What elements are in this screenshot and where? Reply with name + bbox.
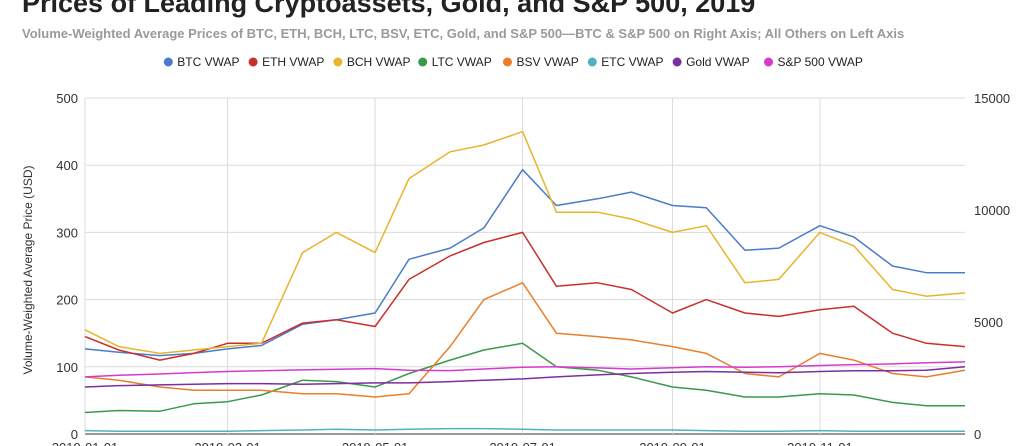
chart-title: Prices of Leading Cryptoassets, Gold, an… bbox=[22, 0, 756, 18]
y-left-tick-label: 400 bbox=[56, 158, 78, 173]
legend-label-bsv-vwap: BSV VWAP bbox=[517, 55, 579, 69]
legend-swatch-ltc-vwap bbox=[418, 57, 428, 67]
y-right-tick-label: 0 bbox=[974, 427, 981, 442]
legend-swatch-eth-vwap bbox=[248, 57, 258, 67]
y-left-tick-label: 500 bbox=[56, 91, 78, 106]
legend-label-btc-vwap: BTC VWAP bbox=[177, 55, 239, 69]
legend-swatch-gold-vwap bbox=[672, 57, 682, 67]
legend-swatch-btc-vwap bbox=[163, 57, 173, 67]
y-right-tick-label: 5000 bbox=[974, 315, 1003, 330]
legend-swatch-bch-vwap bbox=[333, 57, 343, 67]
y-left-tick-label: 100 bbox=[56, 360, 78, 375]
legend-swatch-s-p-500-vwap bbox=[764, 57, 773, 67]
y-right-tick-label: 10000 bbox=[974, 203, 1010, 218]
series-line-s-p-500-vwap bbox=[84, 361, 966, 378]
y-axis-label: Volume-Weighted Average Price (USD) bbox=[21, 166, 35, 375]
legend-label-etc-vwap: ETC VWAP bbox=[601, 55, 663, 69]
x-tick-label: 2019-05-01 bbox=[342, 440, 409, 446]
series-line-ltc-vwap bbox=[84, 342, 965, 414]
x-tick-label: 2019-11-01 bbox=[787, 440, 853, 446]
y-left-tick-label: 300 bbox=[56, 225, 78, 240]
legend-label-bch-vwap: BCH VWAP bbox=[347, 55, 411, 69]
legend-swatch-etc-vwap bbox=[587, 57, 597, 67]
legend-swatch-bsv-vwap bbox=[503, 57, 512, 67]
chart-subtitle: Volume-Weighted Average Prices of BTC, E… bbox=[22, 26, 905, 41]
series-line-etc-vwap bbox=[84, 427, 965, 433]
series-lines bbox=[84, 130, 966, 433]
y-right-tick-label: 15000 bbox=[974, 91, 1010, 106]
x-tick-label: 2019-09-01 bbox=[639, 440, 706, 446]
y-left-tick-label: 0 bbox=[71, 427, 78, 442]
x-tick-label: 2019-03-01 bbox=[194, 440, 261, 446]
legend-label-gold-vwap: Gold VWAP bbox=[686, 55, 750, 69]
y-left-tick-label: 200 bbox=[56, 293, 78, 308]
series-line-gold-vwap bbox=[84, 366, 966, 388]
legend-label-eth-vwap: ETH VWAP bbox=[262, 55, 324, 69]
legend-label-ltc-vwap: LTC VWAP bbox=[432, 55, 492, 69]
axis-ticks: 01002003004005000500010000150002019-01-0… bbox=[52, 91, 1010, 446]
series-line-btc-vwap bbox=[84, 168, 965, 357]
legend-label-s-p-500-vwap: S&P 500 VWAP bbox=[778, 55, 863, 69]
series-line-bsv-vwap bbox=[84, 282, 966, 398]
x-tick-label: 2019-01-01 bbox=[52, 440, 119, 446]
series-line-eth-vwap bbox=[84, 231, 966, 361]
series-line-bch-vwap bbox=[84, 130, 966, 355]
x-tick-label: 2019-07-01 bbox=[489, 440, 556, 446]
grid bbox=[84, 97, 965, 435]
legend: BTC VWAP ETH VWAP BCH VWAP LTC VWAP BSV VWAP… bbox=[163, 55, 863, 69]
